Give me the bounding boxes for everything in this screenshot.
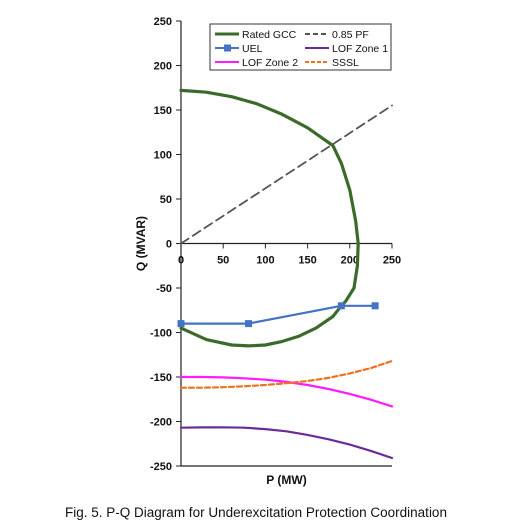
y-tick-label: -200 (150, 417, 172, 429)
y-axis-title: Q (MVAR) (134, 216, 148, 271)
series-uel-line (179, 304, 377, 325)
x-tick-label: 200 (341, 255, 359, 267)
y-tick-label: -150 (150, 372, 172, 384)
series-sssl-line (179, 359, 394, 389)
series-lof-zone-1-line (179, 426, 394, 460)
y-tick-label: -100 (150, 328, 172, 340)
figure-caption: Fig. 5. P-Q Diagram for Underexcitation … (65, 505, 447, 520)
x-tick-label: 100 (256, 255, 274, 267)
legend-label-sssl: SSSL (332, 57, 359, 69)
legend-label-lof-zone-1: LOF Zone 1 (332, 43, 388, 55)
x-tick-label: 150 (298, 255, 316, 267)
series-lof-zone-2-line (179, 375, 394, 408)
series-0-85-pf-line (180, 104, 393, 245)
series-uel-point (371, 302, 379, 310)
legend-label-0-85-pf: 0.85 PF (332, 29, 369, 41)
x-tick-label: 0 (178, 255, 184, 267)
y-tick-label: 250 (154, 16, 172, 28)
y-tick-label: -50 (156, 283, 172, 295)
pq-chart: 250 200 150 100 50 0 -50 -100 -150 -200 -250 0 50 100… (134, 16, 401, 487)
legend-label-rated-gcc: Rated GCC (242, 29, 297, 41)
legend-box (209, 23, 392, 71)
y-tick-label: -250 (150, 461, 172, 473)
y-tick-label: 150 (154, 105, 172, 117)
y-tick-label: 100 (154, 150, 172, 162)
series-uel-point (337, 302, 345, 310)
legend-label-lof-zone-2: LOF Zone 2 (242, 57, 298, 69)
x-tick-label: 250 (383, 255, 401, 267)
legend-label-uel: UEL (242, 43, 263, 55)
series-uel-point (245, 320, 253, 328)
legend-marker-uel (224, 44, 231, 52)
y-tick-label: 0 (166, 239, 172, 251)
x-tick-label: 50 (217, 255, 229, 267)
series-uel-point (177, 320, 185, 328)
x-axis-title: P (MW) (266, 473, 306, 487)
y-tick-label: 200 (154, 61, 172, 73)
series-rated-gcc-line (179, 88, 360, 348)
y-tick-label: 50 (160, 194, 172, 206)
